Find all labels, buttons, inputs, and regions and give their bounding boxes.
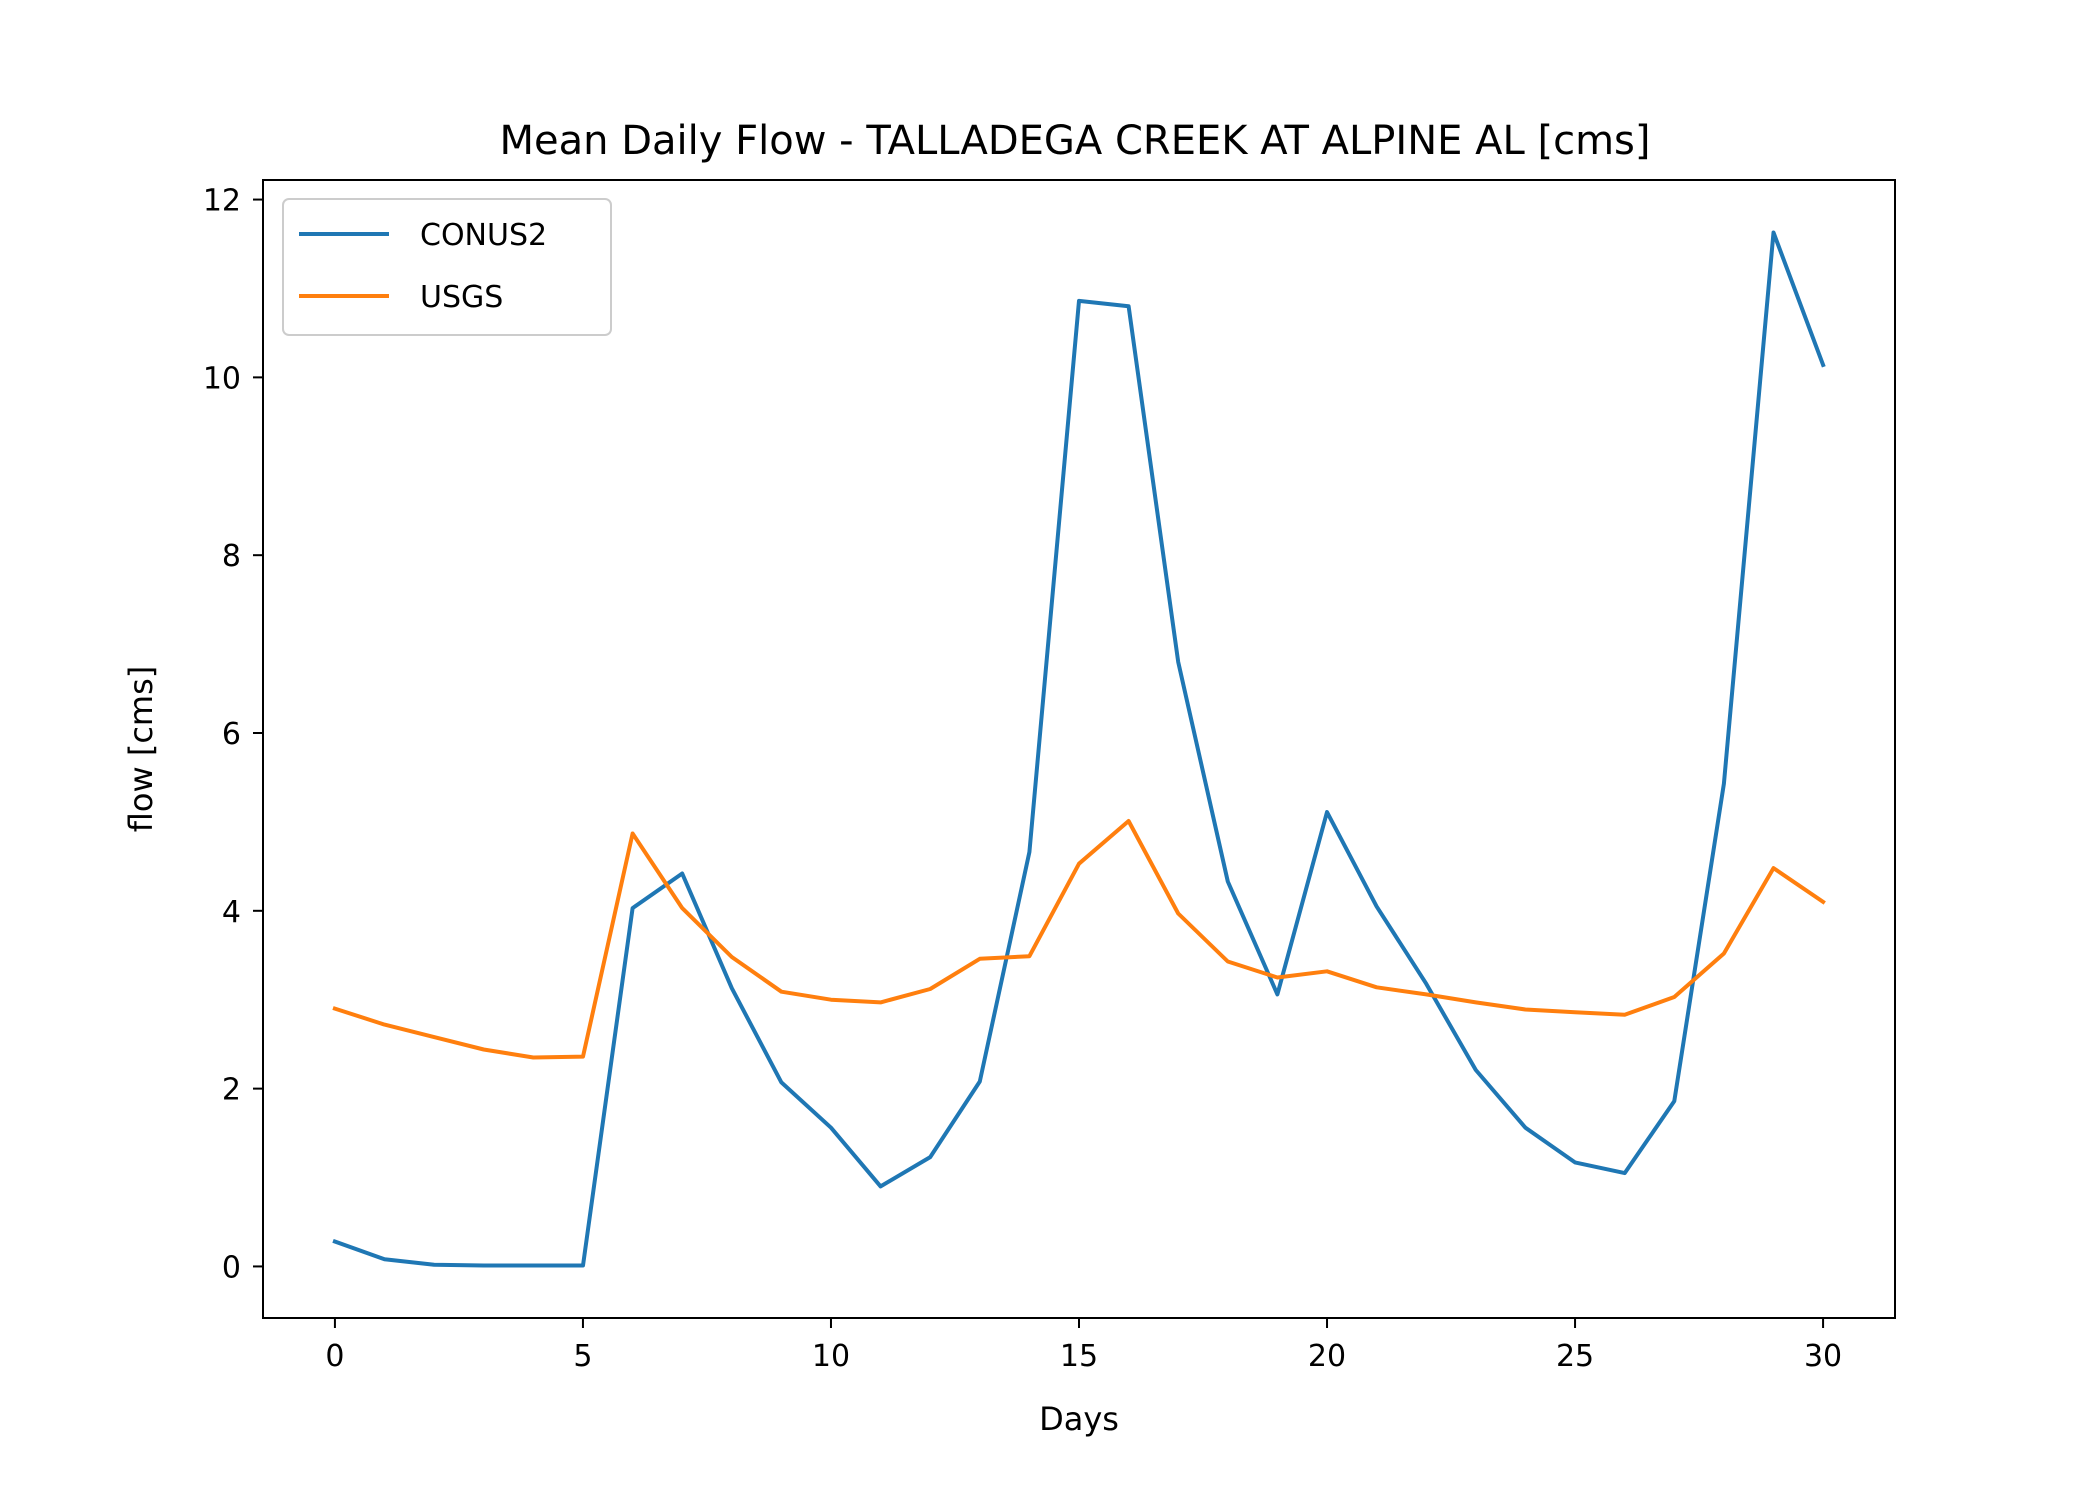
series-line-usgs (332, 819, 1826, 1060)
y-tick-label: 8 (222, 539, 241, 574)
y-tick-label: 6 (222, 717, 241, 752)
plot-frame (262, 179, 1896, 1319)
x-axis-label: Days (1039, 1400, 1119, 1438)
series-line-conus2 (332, 230, 1826, 1268)
y-tick-label: 4 (222, 895, 241, 930)
x-tick-label: 20 (1308, 1339, 1346, 1374)
x-tick-label: 15 (1060, 1339, 1098, 1374)
legend-label-usgs: USGS (420, 280, 503, 315)
x-tick-label: 10 (812, 1339, 850, 1374)
y-tick-label: 0 (222, 1250, 241, 1285)
x-axis: 0 5 10 15 20 25 30 (325, 1318, 1842, 1374)
y-axis-label: flow [cms] (122, 666, 160, 832)
plot-area (263, 180, 1895, 1318)
x-tick-label: 5 (573, 1339, 592, 1374)
y-tick-label: 2 (222, 1073, 241, 1108)
x-tick-label: 0 (325, 1339, 344, 1374)
chart-title: Mean Daily Flow - TALLADEGA CREEK AT ALP… (500, 118, 1651, 164)
x-tick-label: 30 (1804, 1339, 1842, 1374)
y-tick-label: 10 (203, 361, 241, 396)
x-tick-label: 25 (1556, 1339, 1594, 1374)
y-axis: 0 2 4 6 8 10 12 (203, 184, 263, 1285)
y-tick-label: 12 (203, 184, 241, 219)
legend-label-conus2: CONUS2 (420, 218, 547, 253)
legend: CONUS2 USGS (282, 198, 612, 336)
series-lines (332, 230, 1826, 1268)
